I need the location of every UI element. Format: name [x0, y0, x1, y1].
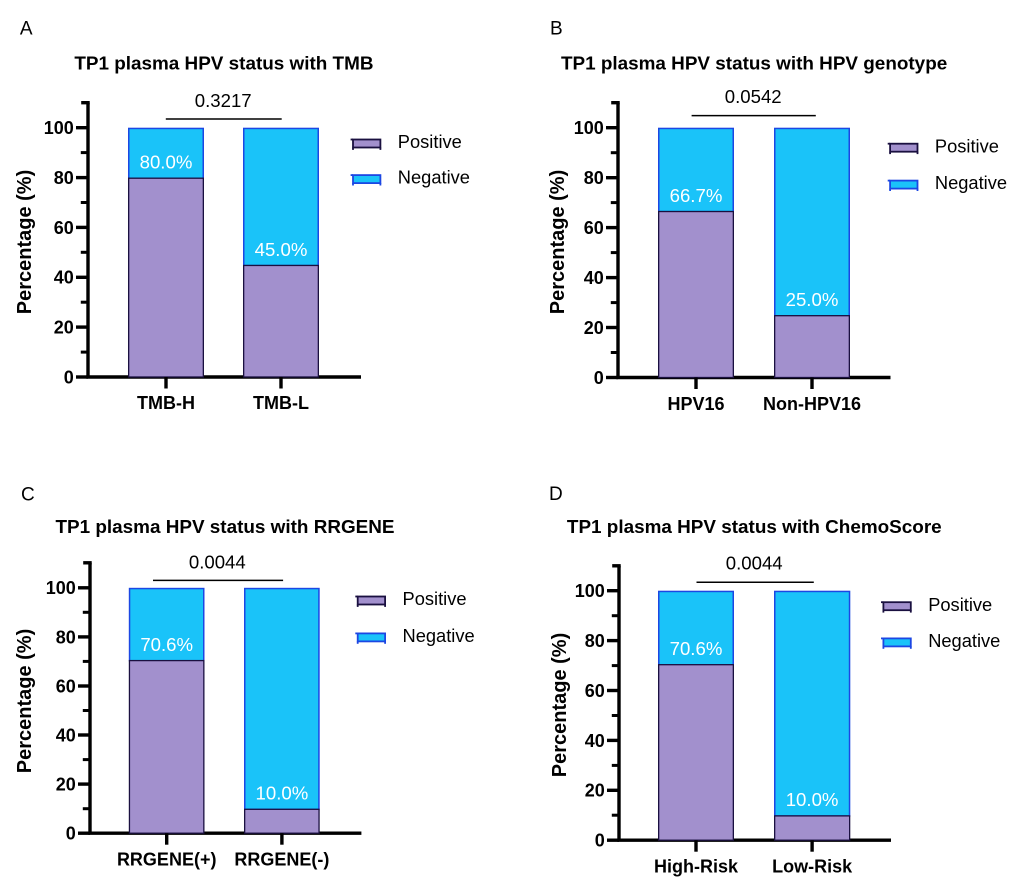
svg-text:Positive: Positive — [928, 594, 992, 615]
svg-text:20: 20 — [54, 318, 74, 338]
svg-text:80: 80 — [56, 627, 76, 647]
svg-text:0.0542: 0.0542 — [725, 86, 782, 107]
svg-text:60: 60 — [584, 218, 604, 238]
svg-text:A: A — [20, 19, 33, 40]
svg-text:Non-HPV16: Non-HPV16 — [763, 394, 861, 414]
svg-text:25.0%: 25.0% — [786, 289, 839, 310]
svg-text:0: 0 — [595, 831, 605, 851]
svg-text:TMB-H: TMB-H — [137, 393, 195, 413]
svg-text:70.6%: 70.6% — [140, 634, 193, 655]
svg-text:0.0044: 0.0044 — [189, 552, 246, 573]
svg-text:Percentage (%): Percentage (%) — [14, 629, 36, 774]
svg-text:TP1 plasma HPV status with TMB: TP1 plasma HPV status with TMB — [74, 54, 373, 75]
svg-text:0.0044: 0.0044 — [726, 553, 783, 574]
svg-text:60: 60 — [54, 218, 74, 238]
svg-text:80.0%: 80.0% — [140, 152, 193, 173]
svg-text:Negative: Negative — [935, 172, 1007, 193]
svg-text:RRGENE(+): RRGENE(+) — [117, 850, 217, 870]
svg-text:100: 100 — [46, 578, 76, 598]
svg-text:80: 80 — [585, 631, 605, 651]
svg-text:RRGENE(-): RRGENE(-) — [234, 850, 329, 870]
svg-text:60: 60 — [56, 676, 76, 696]
svg-text:TP1 plasma HPV status with RRG: TP1 plasma HPV status with RRGENE — [55, 517, 394, 538]
svg-text:100: 100 — [575, 581, 605, 601]
svg-text:70.6%: 70.6% — [670, 638, 723, 659]
svg-text:High-Risk: High-Risk — [654, 856, 739, 876]
svg-text:100: 100 — [44, 118, 74, 138]
svg-text:60: 60 — [585, 681, 605, 701]
svg-text:Percentage (%): Percentage (%) — [14, 170, 36, 315]
svg-text:HPV16: HPV16 — [667, 394, 724, 414]
svg-text:45.0%: 45.0% — [255, 239, 308, 260]
svg-text:Negative: Negative — [403, 625, 475, 646]
svg-text:40: 40 — [56, 725, 76, 745]
svg-text:0: 0 — [64, 367, 74, 387]
svg-text:D: D — [549, 484, 563, 505]
svg-text:Negative: Negative — [928, 630, 1000, 651]
svg-text:40: 40 — [584, 268, 604, 288]
svg-text:Positive: Positive — [398, 131, 462, 152]
svg-text:10.0%: 10.0% — [786, 789, 839, 810]
svg-text:Positive: Positive — [935, 135, 999, 156]
svg-text:80: 80 — [584, 168, 604, 188]
svg-text:TMB-L: TMB-L — [253, 393, 309, 413]
svg-text:B: B — [550, 19, 563, 40]
svg-text:Positive: Positive — [403, 588, 467, 609]
svg-text:0: 0 — [66, 824, 76, 844]
svg-text:Low-Risk: Low-Risk — [772, 856, 853, 876]
svg-text:80: 80 — [54, 168, 74, 188]
svg-text:TP1 plasma HPV status with HPV: TP1 plasma HPV status with HPV genotype — [561, 54, 947, 75]
svg-text:40: 40 — [54, 268, 74, 288]
svg-text:C: C — [21, 484, 35, 505]
svg-text:100: 100 — [574, 118, 604, 138]
svg-text:66.7%: 66.7% — [670, 185, 723, 206]
svg-text:40: 40 — [585, 731, 605, 751]
svg-text:10.0%: 10.0% — [256, 783, 309, 804]
svg-text:TP1 plasma HPV status with Che: TP1 plasma HPV status with ChemoScore — [567, 517, 942, 538]
svg-text:20: 20 — [584, 318, 604, 338]
svg-text:0: 0 — [594, 368, 604, 388]
svg-text:20: 20 — [56, 775, 76, 795]
svg-text:Percentage (%): Percentage (%) — [549, 633, 571, 778]
svg-text:20: 20 — [585, 781, 605, 801]
svg-text:Percentage (%): Percentage (%) — [547, 170, 569, 315]
svg-text:0.3217: 0.3217 — [195, 90, 252, 111]
svg-text:Negative: Negative — [398, 167, 470, 188]
